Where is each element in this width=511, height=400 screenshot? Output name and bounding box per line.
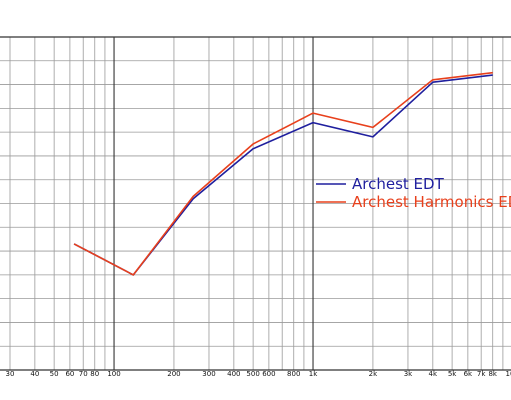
x-tick-label: 300	[202, 370, 215, 378]
x-tick-label: 1k	[309, 370, 318, 378]
x-tick-label: 10k	[506, 370, 511, 378]
x-tick-label: 7k	[477, 370, 486, 378]
x-tick-label: 40	[30, 370, 39, 378]
x-tick-label: 60	[65, 370, 74, 378]
x-tick-label: 70	[79, 370, 88, 378]
x-tick-label: 6k	[464, 370, 473, 378]
x-tick-label: 2k	[369, 370, 378, 378]
x-tick-label: 400	[227, 370, 240, 378]
x-tick-label: 5k	[448, 370, 457, 378]
x-tick-label: 100	[107, 370, 120, 378]
x-tick-label: 3k	[404, 370, 413, 378]
legend-label-1: Archest EDT	[352, 175, 445, 193]
series-line-2	[73, 71, 493, 276]
x-axis-tick-labels: 30 40 50 60 70 80 100 200 300 400 500 600 800 1k 2k 3k 4…	[6, 370, 511, 378]
x-tick-label: 50	[50, 370, 59, 378]
x-tick-label: 500	[246, 370, 259, 378]
x-tick-label: 80	[90, 370, 99, 378]
grid	[0, 36, 511, 371]
legend-label-2: Archest Harmonics EDT	[352, 193, 511, 211]
x-tick-label: 8k	[488, 370, 497, 378]
x-tick-label: 4k	[429, 370, 438, 378]
x-tick-label: 800	[287, 370, 300, 378]
x-tick-label: 600	[262, 370, 275, 378]
x-tick-label: 200	[167, 370, 180, 378]
series-lines	[73, 71, 493, 276]
x-tick-label: 30	[6, 370, 15, 378]
